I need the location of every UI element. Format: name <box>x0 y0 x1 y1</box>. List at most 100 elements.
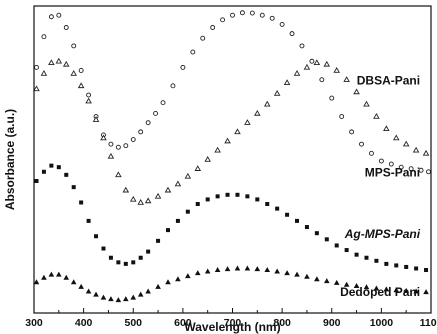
data-point <box>138 255 143 260</box>
data-point <box>56 271 62 277</box>
data-point <box>108 255 113 260</box>
data-point <box>239 10 245 16</box>
data-point <box>279 21 285 27</box>
data-point <box>48 271 55 277</box>
x-tick-label: 400 <box>75 317 93 329</box>
data-point <box>156 238 161 243</box>
data-point <box>334 243 339 248</box>
data-point <box>154 192 162 199</box>
data-point <box>190 49 196 55</box>
data-point <box>34 64 39 70</box>
x-tick-label: 500 <box>124 317 142 329</box>
data-point <box>123 261 128 266</box>
data-point <box>333 66 340 73</box>
x-tick-label: 1000 <box>370 317 394 329</box>
data-point <box>293 70 301 76</box>
data-point <box>225 192 230 197</box>
data-point <box>194 165 202 171</box>
data-point <box>378 158 384 164</box>
data-point <box>403 287 409 293</box>
data-point <box>254 266 261 272</box>
data-marks <box>33 10 431 303</box>
data-point <box>214 146 221 153</box>
data-point <box>194 270 201 276</box>
data-point <box>230 12 235 18</box>
data-point <box>289 31 295 37</box>
data-point <box>94 234 99 239</box>
data-point <box>255 197 260 202</box>
data-point <box>224 137 231 144</box>
data-point <box>123 143 129 149</box>
data-point <box>234 128 241 135</box>
series-label: MPS-Pani <box>365 165 420 179</box>
data-point <box>369 150 374 156</box>
data-point <box>402 140 410 147</box>
data-point <box>313 59 321 66</box>
data-point <box>274 268 280 274</box>
data-point <box>224 266 231 272</box>
data-point <box>384 261 389 266</box>
data-point <box>329 95 335 101</box>
data-point <box>71 43 77 49</box>
plot-frame <box>33 5 432 314</box>
data-point <box>273 89 281 96</box>
data-point <box>79 200 84 205</box>
data-point <box>56 165 61 170</box>
series-label: DBSA-Pani <box>357 73 420 87</box>
data-point <box>220 17 226 23</box>
series-mps-pani <box>33 57 430 205</box>
data-point <box>343 281 350 287</box>
data-point <box>204 155 211 162</box>
series-label: Dedoped Pani <box>340 285 420 299</box>
data-point <box>414 266 419 271</box>
series-dbsa-pani <box>34 10 431 175</box>
data-point <box>56 12 62 18</box>
data-point <box>324 237 329 242</box>
data-point <box>33 85 40 92</box>
data-point <box>404 264 409 269</box>
data-point <box>349 129 355 135</box>
data-point <box>41 34 47 40</box>
data-point <box>137 291 144 297</box>
data-point <box>70 70 77 76</box>
data-point <box>137 198 144 205</box>
data-point <box>373 285 380 291</box>
data-point <box>373 113 380 119</box>
data-point <box>86 218 91 223</box>
data-point <box>393 287 400 293</box>
data-point <box>185 209 190 214</box>
data-point <box>108 296 114 302</box>
data-point <box>116 260 121 265</box>
data-point <box>41 169 46 174</box>
data-point <box>48 14 54 20</box>
data-point <box>130 294 137 300</box>
data-point <box>319 77 325 83</box>
data-point <box>323 278 330 284</box>
data-point <box>100 294 107 300</box>
data-point <box>115 171 122 178</box>
x-axis-ticks: 300 400 500 600 700 800 900 1000 1100 <box>25 308 437 329</box>
data-point <box>180 64 186 70</box>
series-labels: DBSA-Pani MPS-Pani Ag-MPS-Pani Dedoped Pani <box>340 73 421 299</box>
data-point <box>422 149 430 156</box>
data-point <box>49 163 54 168</box>
data-point <box>170 83 176 89</box>
x-tick-label: 300 <box>25 317 43 329</box>
data-point <box>71 185 76 190</box>
data-point <box>85 97 92 104</box>
data-point <box>374 258 379 263</box>
data-point <box>62 60 70 67</box>
data-point <box>70 279 77 285</box>
data-point <box>129 195 137 202</box>
data-point <box>175 218 180 223</box>
data-point <box>100 134 107 141</box>
data-point <box>195 202 200 207</box>
data-point <box>423 289 429 295</box>
data-point <box>408 166 414 172</box>
x-tick-label: 600 <box>174 317 192 329</box>
data-point <box>165 228 170 233</box>
data-point <box>146 249 151 254</box>
data-point <box>145 288 151 294</box>
series-ag-mps-pani <box>34 163 429 273</box>
